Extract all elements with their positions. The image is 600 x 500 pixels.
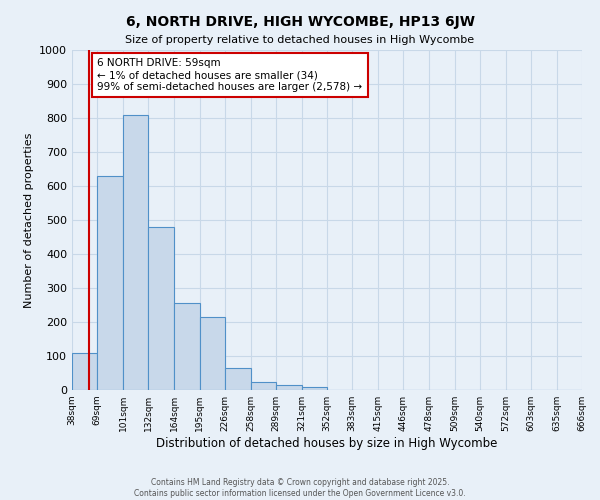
Bar — [224, 368, 251, 390]
Text: Contains HM Land Registry data © Crown copyright and database right 2025.
Contai: Contains HM Land Registry data © Crown c… — [134, 478, 466, 498]
Bar — [175, 304, 199, 390]
Bar — [123, 114, 148, 390]
Bar — [302, 386, 327, 390]
Text: Size of property relative to detached houses in High Wycombe: Size of property relative to detached ho… — [125, 35, 475, 45]
X-axis label: Distribution of detached houses by size in High Wycombe: Distribution of detached houses by size … — [157, 437, 497, 450]
Bar — [251, 382, 276, 390]
Bar — [148, 227, 175, 390]
Text: 6 NORTH DRIVE: 59sqm
← 1% of detached houses are smaller (34)
99% of semi-detach: 6 NORTH DRIVE: 59sqm ← 1% of detached ho… — [97, 58, 362, 92]
Bar — [276, 385, 302, 390]
Bar — [72, 352, 97, 390]
Bar — [199, 317, 224, 390]
Text: 6, NORTH DRIVE, HIGH WYCOMBE, HP13 6JW: 6, NORTH DRIVE, HIGH WYCOMBE, HP13 6JW — [125, 15, 475, 29]
Y-axis label: Number of detached properties: Number of detached properties — [23, 132, 34, 308]
Bar — [97, 176, 123, 390]
